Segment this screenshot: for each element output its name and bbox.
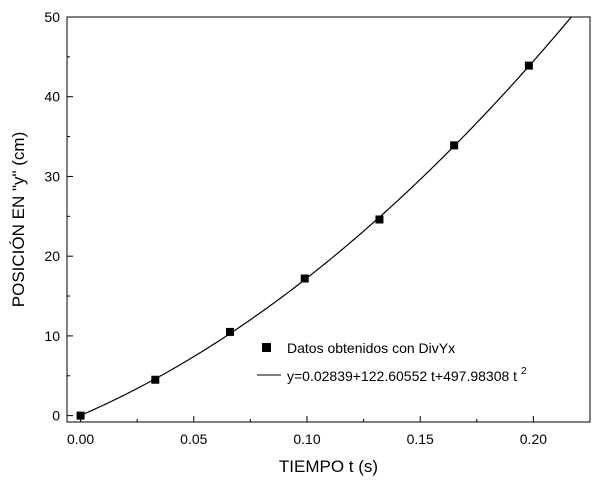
legend: Datos obtenidos con DivYx y=0.02839+122.… [257, 340, 527, 384]
axis-ticks: 0.00 0.05 0.10 0.15 0.20 0 10 20 30 40 50 [44, 9, 591, 447]
fit-curve [80, 16, 572, 416]
y-axis-label: POSICIÓN EN "y" (cm) [9, 132, 28, 307]
x-tick-label-4: 0.20 [520, 431, 547, 447]
data-points [76, 61, 533, 420]
y-tick-label-1: 10 [44, 328, 60, 344]
y-tick-label-4: 40 [44, 89, 60, 105]
x-tick-label-0: 0.00 [67, 431, 94, 447]
legend-label-datos: Datos obtenidos con DivYx [287, 340, 455, 356]
y-tick-label-3: 30 [44, 168, 60, 184]
legend-label-fit-exponent: 2 [521, 366, 527, 377]
data-point-1 [151, 375, 160, 384]
data-point-3 [300, 274, 309, 283]
x-axis-label: TIEMPO t (s) [279, 457, 378, 476]
legend-marker-datos [262, 343, 271, 352]
data-point-6 [524, 61, 533, 70]
x-tick-label-1: 0.05 [180, 431, 207, 447]
fit-curve-group [80, 16, 572, 416]
x-tick-label-3: 0.15 [407, 431, 434, 447]
data-point-2 [226, 327, 235, 336]
data-point-5 [450, 141, 459, 150]
legend-label-fit: y=0.02839+122.60552 t+497.98308 t 2 [287, 366, 527, 384]
legend-label-fit-base: y=0.02839+122.60552 t+497.98308 t [287, 368, 517, 384]
data-point-0 [76, 411, 85, 420]
y-tick-label-5: 50 [44, 9, 60, 25]
y-tick-label-2: 20 [44, 248, 60, 264]
plot-frame [66, 16, 591, 423]
data-point-4 [375, 215, 384, 224]
y-tick-label-0: 0 [52, 408, 60, 424]
x-tick-label-2: 0.10 [293, 431, 320, 447]
